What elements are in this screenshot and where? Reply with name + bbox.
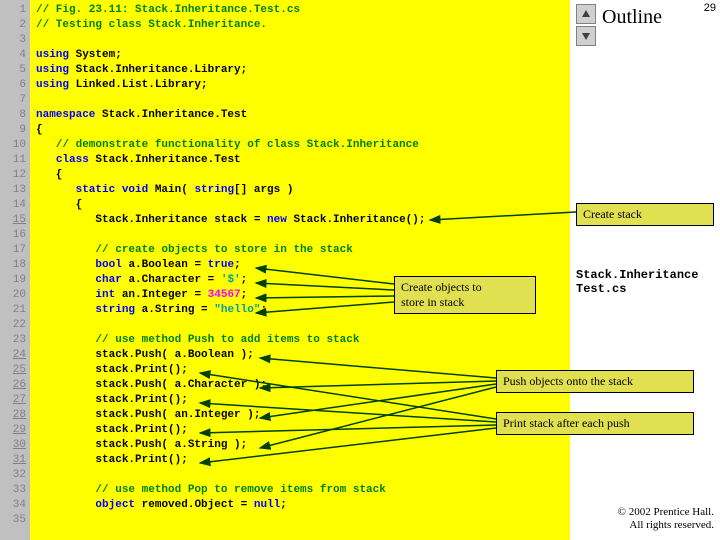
line-number: 10 [4, 138, 26, 153]
code-line: // demonstrate functionality of class St… [36, 138, 564, 153]
code-line: stack.Push( a.Boolean ); [36, 348, 564, 363]
code-line: using System; [36, 48, 564, 63]
line-number: 13 [4, 183, 26, 198]
copyright-line: © 2002 Prentice Hall. [618, 506, 714, 518]
callout-text: store in stack [401, 295, 464, 309]
callout-create-stack: Create stack [576, 203, 714, 226]
code-line: class Stack.Inheritance.Test [36, 153, 564, 168]
code-line: { [36, 198, 564, 213]
code-line: stack.Push( a.String ); [36, 438, 564, 453]
callout-create-objects: Create objects to store in stack [394, 276, 536, 314]
line-number: 9 [4, 123, 26, 138]
code-line: namespace Stack.Inheritance.Test [36, 108, 564, 123]
line-number: 18 [4, 258, 26, 273]
code-line: // Testing class Stack.Inheritance. [36, 18, 564, 33]
code-line: { [36, 168, 564, 183]
code-line: // Fig. 23.11: Stack.Inheritance.Test.cs [36, 3, 564, 18]
code-line: stack.Push( an.Integer ); [36, 408, 564, 423]
code-line: // create objects to store in the stack [36, 243, 564, 258]
line-number: 26 [4, 378, 26, 393]
callout-text: Create objects to [401, 280, 482, 294]
line-number: 22 [4, 318, 26, 333]
code-line: stack.Print(); [36, 393, 564, 408]
copyright: © 2002 Prentice Hall. All rights reserve… [586, 506, 714, 532]
line-number-gutter: 1234567891011121314151617181920212223242… [0, 0, 30, 540]
code-line: bool a.Boolean = true; [36, 258, 564, 273]
callout-push-objects: Push objects onto the stack [496, 370, 694, 393]
line-number: 3 [4, 33, 26, 48]
line-number: 14 [4, 198, 26, 213]
outline-title: Outline [602, 6, 662, 29]
line-number: 7 [4, 93, 26, 108]
line-number: 23 [4, 333, 26, 348]
line-number: 19 [4, 273, 26, 288]
line-number: 17 [4, 243, 26, 258]
code-line: // use method Push to add items to stack [36, 333, 564, 348]
source-code: // Fig. 23.11: Stack.Inheritance.Test.cs… [30, 0, 570, 540]
line-number: 16 [4, 228, 26, 243]
line-number: 31 [4, 453, 26, 468]
line-number: 1 [4, 3, 26, 18]
line-number: 33 [4, 483, 26, 498]
line-number: 30 [4, 438, 26, 453]
line-number: 32 [4, 468, 26, 483]
code-line: static void Main( string[] args ) [36, 183, 564, 198]
file-label-line: Stack.Inheritance [576, 268, 698, 282]
line-number: 6 [4, 78, 26, 93]
nav-up-button[interactable] [576, 4, 596, 24]
code-line [36, 468, 564, 483]
line-number: 8 [4, 108, 26, 123]
copyright-line: All rights reserved. [629, 519, 714, 531]
code-line [36, 318, 564, 333]
line-number: 4 [4, 48, 26, 63]
line-number: 24 [4, 348, 26, 363]
code-line: using Stack.Inheritance.Library; [36, 63, 564, 78]
line-number: 27 [4, 393, 26, 408]
code-line: { [36, 123, 564, 138]
line-number: 20 [4, 288, 26, 303]
code-area: 1234567891011121314151617181920212223242… [0, 0, 570, 540]
code-line: Stack.Inheritance stack = new Stack.Inhe… [36, 213, 564, 228]
line-number: 25 [4, 363, 26, 378]
callout-text: Push objects onto the stack [503, 374, 633, 388]
line-number: 34 [4, 498, 26, 513]
code-line [36, 33, 564, 48]
slide-number: 29 [704, 2, 716, 14]
code-line: using Linked.List.Library; [36, 78, 564, 93]
line-number: 15 [4, 213, 26, 228]
nav-down-button[interactable] [576, 26, 596, 46]
line-number: 12 [4, 168, 26, 183]
code-line: // use method Pop to remove items from s… [36, 483, 564, 498]
line-number: 11 [4, 153, 26, 168]
line-number: 5 [4, 63, 26, 78]
callout-text: Create stack [583, 207, 642, 221]
code-line: stack.Print(); [36, 453, 564, 468]
code-line [36, 93, 564, 108]
code-line [36, 228, 564, 243]
file-label: Stack.Inheritance Test.cs [576, 268, 698, 296]
code-line [36, 513, 564, 528]
line-number: 21 [4, 303, 26, 318]
line-number: 35 [4, 513, 26, 528]
callout-print-stack: Print stack after each push [496, 412, 694, 435]
code-line: stack.Print(); [36, 423, 564, 438]
code-line: object removed.Object = null; [36, 498, 564, 513]
callout-text: Print stack after each push [503, 416, 630, 430]
code-line: stack.Print(); [36, 363, 564, 378]
code-line: stack.Push( a.Character ); [36, 378, 564, 393]
line-number: 2 [4, 18, 26, 33]
line-number: 28 [4, 408, 26, 423]
line-number: 29 [4, 423, 26, 438]
file-label-line: Test.cs [576, 282, 626, 296]
